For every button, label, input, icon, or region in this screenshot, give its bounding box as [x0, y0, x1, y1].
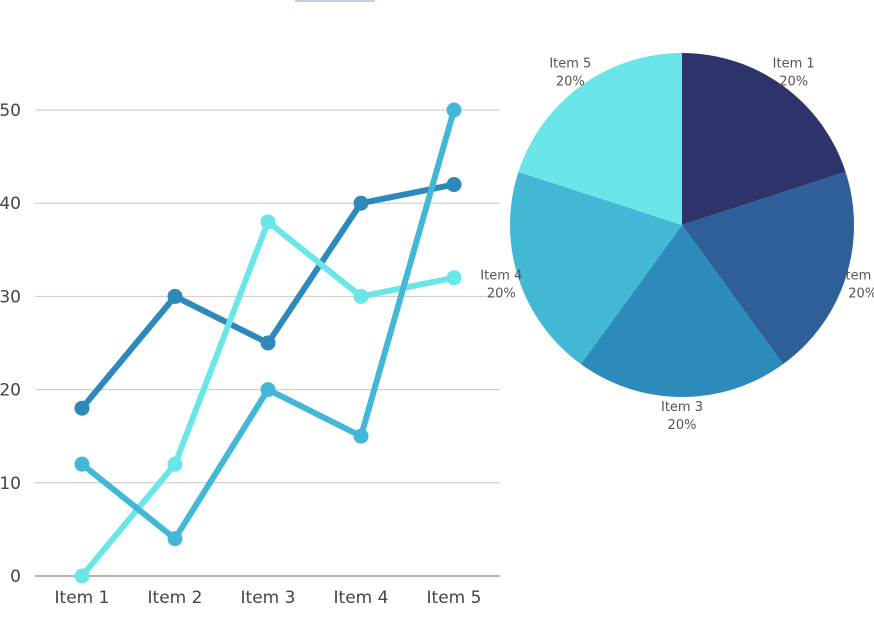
pie-slice: [682, 53, 846, 225]
data-point: [446, 177, 462, 193]
data-point: [167, 288, 183, 304]
gridlines: [35, 109, 500, 577]
x-tick-label: Item 2: [148, 588, 203, 608]
y-tick-label: 0: [10, 567, 21, 587]
pie-slice: [580, 225, 784, 397]
pie-slice-label: Item 1: [773, 56, 815, 71]
pie-slice-percent: 20%: [487, 287, 516, 302]
data-point: [353, 195, 369, 211]
x-tick-label: Item 1: [55, 588, 110, 608]
data-point: [74, 400, 90, 416]
pie-slice: [518, 53, 682, 225]
pie-labels: Item 1 20% Item 2 20% Item 3 20% Item 4 20% Item…: [480, 56, 874, 433]
y-tick-label: 40: [0, 194, 21, 214]
data-point: [167, 531, 183, 547]
pie-slice-percent: 20%: [556, 74, 585, 89]
pie-slice: [682, 171, 854, 365]
series-line-2: [79, 218, 457, 579]
data-point: [446, 102, 462, 118]
y-tick-label: 30: [0, 287, 21, 307]
y-tick-label: 50: [0, 101, 21, 121]
data-point: [74, 568, 90, 584]
data-point: [260, 382, 276, 398]
header-bar-decoration: [295, 0, 375, 2]
y-tick-label: 20: [0, 381, 21, 401]
pie-slice-percent: 20%: [848, 287, 874, 302]
pie-slice-label: Item 2: [842, 269, 874, 284]
data-point: [446, 270, 462, 286]
pie-slices: [510, 53, 854, 397]
x-tick-label: Item 4: [334, 588, 389, 608]
y-tick-label: 10: [0, 474, 21, 494]
pie-slice-label: Item 4: [480, 269, 522, 284]
series-line-3: [79, 107, 457, 542]
data-point: [260, 335, 276, 351]
pie-slice-label: Item 5: [549, 56, 591, 71]
x-axis-ticks: Item 1 Item 2 Item 3 Item 4 Item 5: [55, 588, 482, 608]
pie-slice: [510, 171, 682, 365]
pie-chart: Item 1 20% Item 2 20% Item 3 20% Item 4 20% Item…: [480, 53, 874, 433]
y-axis-ticks: 0 10 20 30 40 50: [0, 101, 21, 587]
data-point: [260, 214, 276, 230]
data-point: [353, 288, 369, 304]
pie-slice-percent: 20%: [668, 418, 697, 433]
x-tick-label: Item 3: [241, 588, 296, 608]
series-points: [74, 102, 462, 584]
data-point: [167, 456, 183, 472]
pie-slice-percent: 20%: [779, 74, 808, 89]
pie-slice-label: Item 3: [661, 400, 703, 415]
data-point: [74, 456, 90, 472]
data-point: [353, 428, 369, 444]
x-tick-label: Item 5: [427, 588, 482, 608]
